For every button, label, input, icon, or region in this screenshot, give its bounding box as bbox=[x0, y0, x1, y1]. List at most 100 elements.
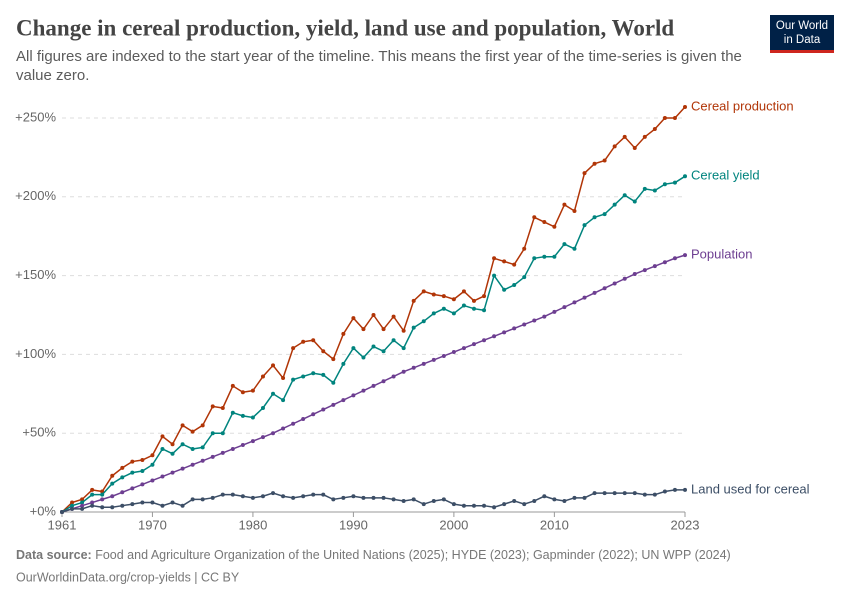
data-point bbox=[471, 298, 476, 303]
data-point bbox=[662, 116, 667, 120]
data-point bbox=[532, 256, 537, 261]
data-point bbox=[572, 208, 577, 213]
data-point bbox=[80, 500, 85, 505]
data-point bbox=[683, 174, 687, 179]
data-point bbox=[542, 220, 547, 225]
data-point bbox=[502, 287, 507, 292]
data-point bbox=[461, 303, 466, 308]
data-point bbox=[90, 500, 95, 505]
data-point bbox=[562, 305, 567, 310]
y-tick-label: +100% bbox=[15, 346, 56, 361]
data-point bbox=[522, 246, 527, 251]
data-point bbox=[431, 292, 436, 297]
data-point bbox=[371, 495, 376, 500]
data-point bbox=[542, 314, 547, 319]
data-point bbox=[582, 295, 587, 300]
data-point bbox=[371, 383, 376, 388]
data-point bbox=[150, 453, 155, 458]
data-point bbox=[301, 494, 306, 499]
data-point bbox=[301, 417, 306, 422]
data-point bbox=[622, 491, 627, 496]
data-point bbox=[381, 379, 386, 384]
data-point bbox=[220, 405, 225, 410]
data-point bbox=[411, 298, 416, 303]
data-point bbox=[90, 487, 95, 492]
data-point bbox=[190, 446, 195, 451]
data-point bbox=[512, 262, 517, 267]
data-point bbox=[361, 327, 366, 332]
data-point bbox=[552, 224, 557, 229]
data-point bbox=[331, 357, 336, 362]
data-point bbox=[200, 497, 205, 502]
data-point bbox=[532, 498, 537, 503]
data-point bbox=[652, 492, 657, 497]
data-point bbox=[281, 494, 286, 499]
data-point bbox=[321, 407, 326, 412]
data-point bbox=[642, 492, 647, 497]
x-tick-label: 1970 bbox=[138, 517, 167, 532]
data-point bbox=[482, 338, 487, 343]
data-point bbox=[80, 497, 85, 502]
data-point bbox=[632, 272, 637, 277]
data-point bbox=[230, 410, 235, 415]
data-point bbox=[110, 494, 115, 499]
data-point bbox=[230, 383, 235, 388]
subtitle-box: All figures are indexed to the start yea… bbox=[16, 48, 742, 84]
data-point bbox=[602, 491, 607, 496]
data-point bbox=[260, 374, 265, 379]
data-point bbox=[672, 256, 677, 261]
data-point bbox=[502, 502, 507, 507]
data-point bbox=[371, 344, 376, 349]
data-point bbox=[140, 482, 145, 487]
data-point bbox=[652, 188, 657, 193]
data-point bbox=[401, 346, 406, 351]
data-point bbox=[190, 429, 195, 434]
data-point bbox=[683, 104, 687, 109]
data-point bbox=[662, 260, 667, 265]
chart-subtitle: All figures are indexed to the start yea… bbox=[16, 48, 742, 84]
data-point bbox=[200, 423, 205, 428]
data-point bbox=[421, 361, 426, 366]
data-point bbox=[652, 264, 657, 269]
data-point bbox=[391, 497, 396, 502]
data-point bbox=[150, 478, 155, 483]
data-point bbox=[100, 492, 105, 497]
data-point bbox=[160, 434, 165, 439]
data-point bbox=[602, 286, 607, 291]
data-point bbox=[271, 391, 276, 396]
data-point bbox=[411, 365, 416, 370]
data-point bbox=[70, 506, 75, 511]
data-point bbox=[100, 505, 105, 510]
data-point bbox=[341, 398, 346, 403]
data-point bbox=[421, 502, 426, 507]
data-point bbox=[451, 311, 456, 316]
source-label: Data source: bbox=[16, 548, 92, 562]
logo-text: in Data bbox=[784, 34, 821, 46]
data-point bbox=[260, 405, 265, 410]
data-point bbox=[321, 372, 326, 377]
data-point bbox=[451, 502, 456, 507]
data-point bbox=[401, 328, 406, 333]
data-point bbox=[622, 134, 627, 139]
data-point bbox=[512, 283, 517, 288]
data-point bbox=[180, 442, 185, 447]
data-point bbox=[341, 361, 346, 366]
data-point bbox=[582, 223, 587, 228]
data-point bbox=[311, 338, 316, 343]
data-point bbox=[180, 423, 185, 428]
data-point bbox=[240, 413, 245, 418]
y-tick-label: +0% bbox=[30, 503, 57, 518]
series-line bbox=[61, 175, 686, 513]
source-text: Food and Agriculture Organization of the… bbox=[95, 548, 731, 562]
x-tick-label: 2023 bbox=[671, 517, 700, 532]
data-point bbox=[622, 193, 627, 198]
data-point bbox=[401, 369, 406, 374]
data-point bbox=[622, 276, 627, 281]
data-point bbox=[492, 334, 497, 339]
y-tick-label: +250% bbox=[15, 109, 56, 124]
series-label: Cereal yield bbox=[691, 168, 760, 183]
data-point bbox=[562, 242, 567, 247]
data-point bbox=[552, 254, 557, 259]
data-point bbox=[160, 474, 165, 479]
data-point bbox=[180, 466, 185, 471]
